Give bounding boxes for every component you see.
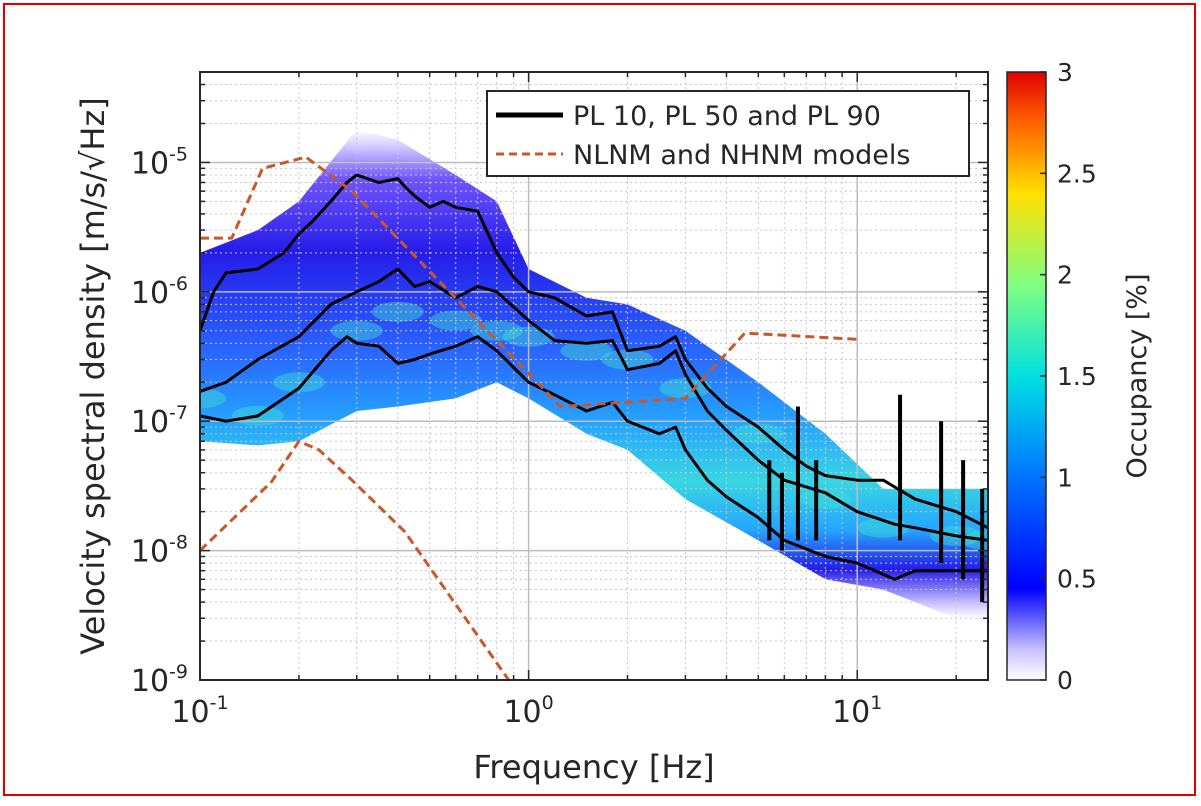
x-tick-label: 101 [832, 692, 882, 730]
figure-border [3, 3, 1196, 796]
line-pl-10 [200, 335, 988, 581]
density-core [371, 301, 424, 322]
colorbar-tick-label: 1 [1057, 463, 1073, 492]
density-core [200, 388, 226, 409]
series-lines [200, 155, 988, 680]
colorbar-tick-label: 1.5 [1057, 362, 1097, 391]
density-core [601, 349, 654, 370]
line-pl-50 [200, 267, 988, 542]
line-nhnm [200, 155, 858, 408]
y-tick-label: 10-8 [131, 532, 188, 570]
density-core [857, 517, 910, 538]
colorbar: 0 0.5 1 1.5 2 2.5 3 Occupancy [%] [1006, 58, 1153, 695]
density-band [200, 129, 988, 619]
y-tick-label: 10-7 [131, 402, 188, 440]
legend-label-percentiles: PL 10, PL 50 and PL 90 [573, 101, 881, 132]
y-tick-label: 10-5 [131, 143, 188, 181]
y-tick-label: 10-9 [131, 661, 188, 699]
y-tick-label: 10-6 [131, 273, 188, 311]
colorbar-tick-label: 2 [1057, 261, 1073, 290]
density-core [560, 340, 613, 361]
colorbar-tick-label: 0 [1057, 666, 1073, 695]
colorbar-gradient [1006, 71, 1047, 681]
x-tick-label: 100 [503, 692, 553, 730]
y-tick-labels: 10-9 10-8 10-7 10-6 10-5 [131, 143, 188, 699]
colorbar-tick-label: 0.5 [1057, 565, 1097, 594]
y-axis-label: Velocity spectral density [m/s/√Hz] [74, 97, 112, 654]
plot-frame [199, 71, 989, 681]
legend-label-models: NLNM and NHNM models [573, 140, 910, 171]
colorbar-tick-label: 3 [1057, 58, 1073, 87]
legend: PL 10, PL 50 and PL 90 NLNM and NHNM mod… [486, 90, 970, 177]
density-core [799, 489, 852, 510]
legend-box [486, 90, 970, 177]
x-tick-label: 10-1 [171, 692, 228, 730]
line-nlnm [200, 439, 510, 680]
colorbar-ticks: 0 0.5 1 1.5 2 2.5 3 [1040, 58, 1097, 695]
x-tick-labels: 10-1 100 101 [171, 692, 882, 730]
colorbar-tick-label: 2.5 [1057, 159, 1097, 188]
colorbar-label: Occupancy [%] [1122, 274, 1153, 479]
x-axis-label: Frequency [Hz] [473, 748, 714, 786]
